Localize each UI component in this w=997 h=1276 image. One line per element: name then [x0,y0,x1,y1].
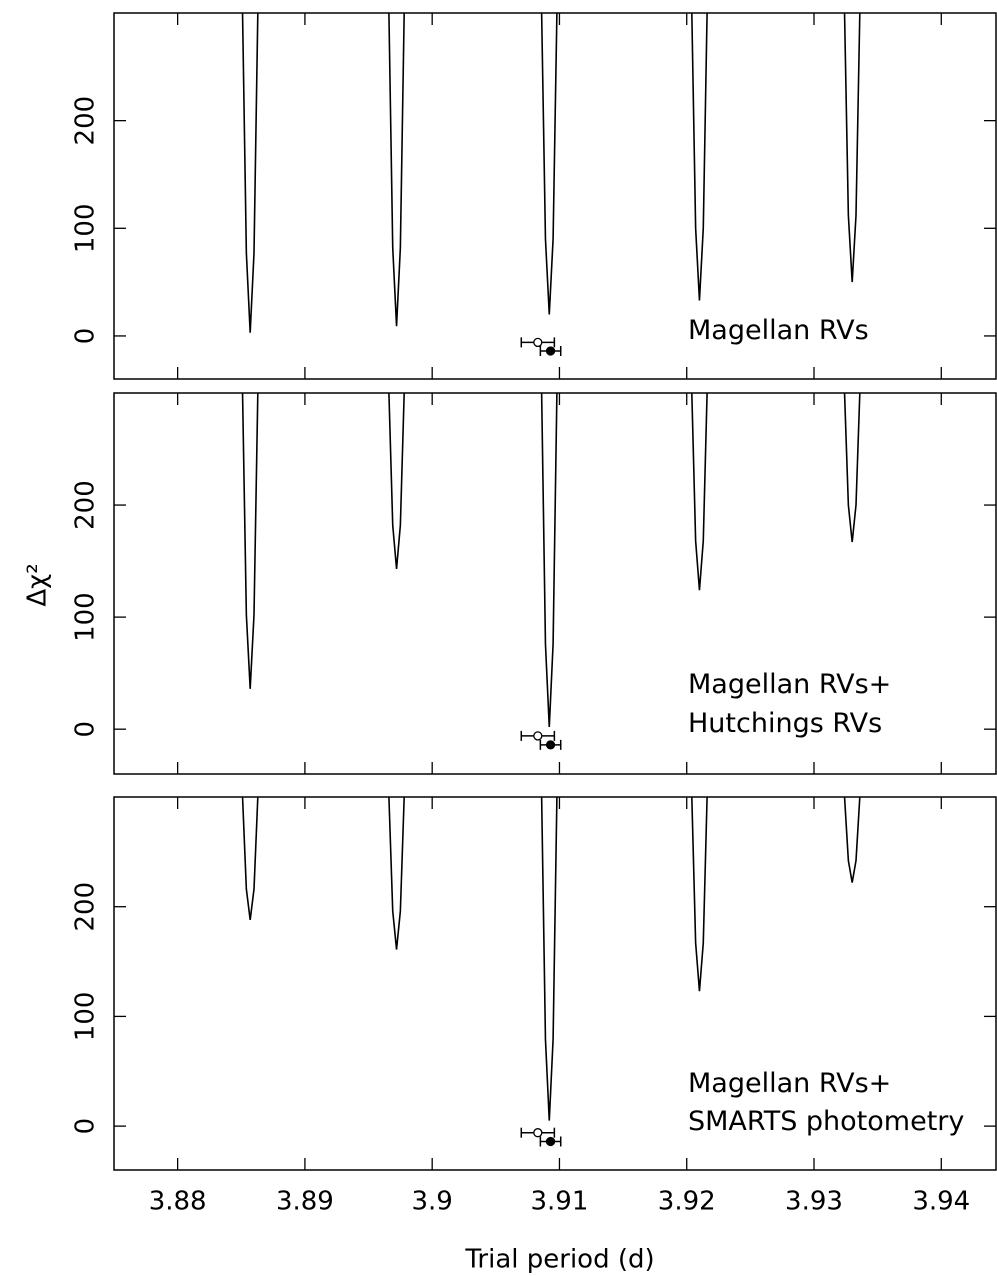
curve [241,13,861,333]
x-tick-label: 3.9 [412,1187,453,1217]
plot-area [241,797,861,1147]
y-tick-label: 100 [71,992,101,1042]
point [533,731,543,741]
curve [241,797,861,1121]
x-tick-label: 3.91 [531,1187,589,1217]
point [533,1128,543,1138]
y-tick-label: 200 [71,480,101,530]
y-tick-label: 0 [71,721,101,738]
x-tick-label: 3.88 [149,1187,207,1217]
x-tick-label: 3.94 [912,1187,970,1217]
y-tick-label: 200 [71,96,101,146]
annotation: SMARTS photometry [688,1106,964,1137]
x-tick-label: 3.93 [785,1187,843,1217]
y-axis-label: Δχ² [23,563,53,606]
y-tick-label: 200 [71,882,101,932]
annotation: Magellan RVs+ [688,669,891,700]
y-tick-label: 0 [71,1118,101,1135]
x-axis-label: Trial period (d) [464,1245,654,1275]
point [533,337,543,348]
y-tick-label: 100 [71,203,101,253]
y-tick-label: 0 [71,328,101,345]
plot-frame [113,796,997,1171]
point [545,346,556,356]
y-tick-label: 100 [71,592,101,642]
plot-area [241,393,861,750]
plot-frame [113,392,997,775]
point [545,740,556,750]
plot-frame [113,12,997,380]
annotation: Magellan RVs+ [688,1068,891,1099]
curve [241,393,861,727]
x-tick-label: 3.89 [276,1187,334,1217]
point [545,1136,556,1147]
annotation: Hutchings RVs [688,708,882,739]
x-tick-label: 3.92 [658,1187,716,1217]
plot-area [241,13,861,357]
annotation: Magellan RVs [688,315,869,346]
